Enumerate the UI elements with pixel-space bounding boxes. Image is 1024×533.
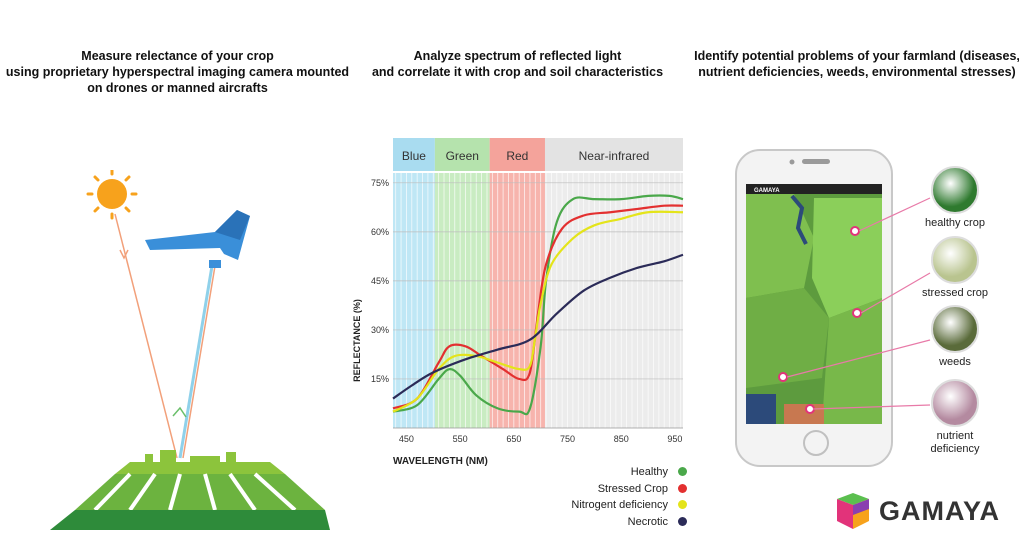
legend-label: Nitrogent deficiency <box>571 499 668 511</box>
annotation-weeds: weeds <box>900 305 1010 369</box>
gamaya-logo-icon <box>837 493 869 529</box>
annotation-nutrient-deficiency: nutrient deficiency <box>900 379 1010 456</box>
caption-measure-line-1: Measure relectance of your crop <box>81 49 274 63</box>
caption-identify: Identify potential problems of your farm… <box>690 48 1024 80</box>
band-header-near-infrared <box>544 138 683 171</box>
band-label-blue: Blue <box>402 149 426 163</box>
x-axis-label: WAVELENGTH (NM) <box>393 456 488 467</box>
marker-nutrient-deficiency[interactable] <box>805 404 815 414</box>
series-line-necrotic <box>392 253 684 400</box>
y-tick-label: 30% <box>371 325 389 335</box>
light-rays <box>114 213 216 459</box>
band-blue <box>393 173 435 428</box>
caption-identify-line-1: Identify potential problems of your farm… <box>694 49 1020 63</box>
y-tick-label: 15% <box>371 374 389 384</box>
annotation-photo <box>931 379 979 427</box>
annotation-label: healthy crop <box>925 217 985 229</box>
band-label-green: Green <box>446 149 479 163</box>
annotation-stressed-crop: stressed crop <box>900 236 1010 300</box>
marker-stressed-crop[interactable] <box>852 308 862 318</box>
legend-item: Stressed Crop <box>571 483 687 500</box>
legend-label: Healthy <box>630 466 668 478</box>
caption-identify-line-2: nutrient deficiencies, weeds, environmen… <box>698 65 1016 79</box>
annotation-label: nutrient deficiency <box>930 430 980 455</box>
band-near-infrared <box>544 173 683 428</box>
series-line-healthy <box>392 194 684 416</box>
acquisition-illustration <box>50 170 330 530</box>
reflectance-chart: Blue Green Red Near-infrared 15% 30% 45% 60% 75%… <box>352 138 684 467</box>
marker-weeds[interactable] <box>778 372 788 382</box>
annotation-label: stressed crop <box>921 287 989 299</box>
legend-item: Necrotic <box>571 516 687 533</box>
legend-label: Stressed Crop <box>597 482 668 495</box>
chart-legend: Healthy Stressed Crop Nitrogent deficiency… <box>571 466 687 532</box>
legend-swatch <box>678 467 687 476</box>
caption-measure-line-2: using proprietary hyperspectral imaging … <box>5 65 350 79</box>
gamaya-logo-text: GAMAYA <box>879 495 1001 526</box>
legend-item: Nitrogent deficiency <box>571 499 687 516</box>
annotation-photo <box>931 236 979 284</box>
caption-measure-line-3: on drones or manned aircrafts <box>87 81 268 95</box>
annotation-photo <box>931 305 979 353</box>
sun-icon <box>86 170 138 220</box>
band-label-red: Red <box>506 149 528 163</box>
legend-item: Healthy <box>571 466 687 483</box>
band-header-red <box>489 138 545 171</box>
y-axis-label: REFLECTANCE (%) <box>352 299 362 382</box>
band-header-blue <box>393 138 435 171</box>
field-icon <box>50 450 330 530</box>
home-button[interactable] <box>803 430 829 456</box>
x-tick-label: 950 <box>667 434 682 444</box>
x-tick-label: 750 <box>560 434 575 444</box>
legend-label: Necrotic <box>627 515 668 528</box>
x-tick-label: 850 <box>614 434 629 444</box>
caption-analyze-line-2: and correlate it with crop and soil char… <box>371 65 664 79</box>
x-tick-label: 650 <box>506 434 521 444</box>
phone-mockup: GAMAYA <box>735 149 893 467</box>
legend-swatch <box>678 516 687 526</box>
marker-healthy-crop[interactable] <box>850 226 860 236</box>
caption-analyze: Analyze spectrum of reflected light and … <box>345 48 690 80</box>
y-tick-label: 45% <box>371 276 389 286</box>
caption-analyze-line-1: Analyze spectrum of reflected light <box>413 49 622 63</box>
y-tick-label: 75% <box>371 178 389 188</box>
caption-measure: Measure relectance of your crop using pr… <box>0 48 355 96</box>
annotation-healthy-crop: healthy crop <box>900 166 1010 230</box>
x-tick-label: 450 <box>399 434 414 444</box>
band-label-near-infrared: Near-infrared <box>579 149 650 163</box>
y-tick-label: 60% <box>371 227 389 237</box>
annotation-label: weeds <box>939 356 971 368</box>
drone-icon <box>145 210 250 268</box>
gamaya-logo: GAMAYA <box>833 491 1000 531</box>
band-header-green <box>434 138 490 171</box>
series-line-nitrogent-deficiency <box>392 210 684 413</box>
series-line-stressed-crop <box>392 204 684 410</box>
x-tick-label: 550 <box>453 434 468 444</box>
legend-swatch <box>678 500 687 509</box>
legend-swatch <box>678 483 687 493</box>
phone-brand: GAMAYA <box>754 188 780 194</box>
annotation-photo <box>931 166 979 214</box>
